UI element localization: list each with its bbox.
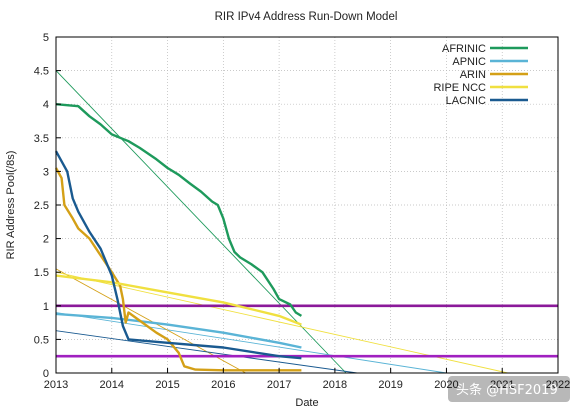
- series-line-ripe-ncc: [55, 274, 302, 326]
- legend-label: APNIC: [452, 56, 486, 68]
- x-tick-label: 2020: [434, 379, 458, 391]
- y-tick-label: 1.5: [34, 267, 49, 279]
- x-tick-label: 2017: [267, 379, 291, 391]
- x-tick-label: 2015: [155, 379, 179, 391]
- series-line-arin: [54, 167, 302, 372]
- trend-line-lacnic: [55, 330, 358, 374]
- y-axis: 0 0.5 1 1.5 2 2.5 3 3.5 4 4.5 5: [34, 32, 61, 380]
- x-axis-title: Date: [295, 397, 318, 409]
- series-line-afrinic: [55, 103, 303, 317]
- series-lines: [54, 103, 303, 372]
- x-tick-label: 2019: [378, 379, 402, 391]
- y-tick-label: 4.5: [34, 66, 49, 78]
- x-tick-label: 2021: [490, 379, 514, 391]
- y-axis-title: RIR Address Pool(/8s): [5, 151, 17, 260]
- series-line-apnic: [55, 312, 302, 349]
- reference-lines: [56, 304, 558, 358]
- y-tick-label: 3.5: [34, 133, 49, 145]
- series-line-lacnic: [54, 150, 302, 360]
- y-tick-label: 0.5: [34, 334, 49, 346]
- legend-label: ARIN: [460, 69, 486, 81]
- x-axis: 2013 2014 2015 2016 2017 2018 2019 2020 2021 2022: [44, 368, 570, 391]
- x-tick-label: 2016: [211, 379, 235, 391]
- y-tick-label: 3: [43, 166, 49, 178]
- watermark-text: 头条 @HSF2019: [456, 382, 558, 398]
- x-tick-label: 2014: [100, 379, 124, 391]
- y-tick-label: 5: [43, 32, 49, 44]
- watermark-bg: [448, 376, 570, 402]
- x-tick-label: 2013: [44, 379, 68, 391]
- watermark: 头条 @HSF2019: [448, 376, 570, 402]
- x-tick-label: 2018: [323, 379, 347, 391]
- y-tick-label: 1: [43, 301, 49, 313]
- y-tick-label: 2: [43, 234, 49, 246]
- legend-label: AFRINIC: [442, 43, 486, 55]
- legend-label: LACNIC: [446, 95, 486, 107]
- chart-title: RIR IPv4 Address Run-Down Model: [215, 11, 398, 23]
- y-tick-label: 2.5: [34, 200, 49, 212]
- legend-label: RIPE NCC: [433, 82, 486, 94]
- y-tick-label: 0: [43, 368, 49, 380]
- x-tick-label: 2022: [546, 379, 570, 391]
- y-tick-label: 4: [43, 99, 49, 111]
